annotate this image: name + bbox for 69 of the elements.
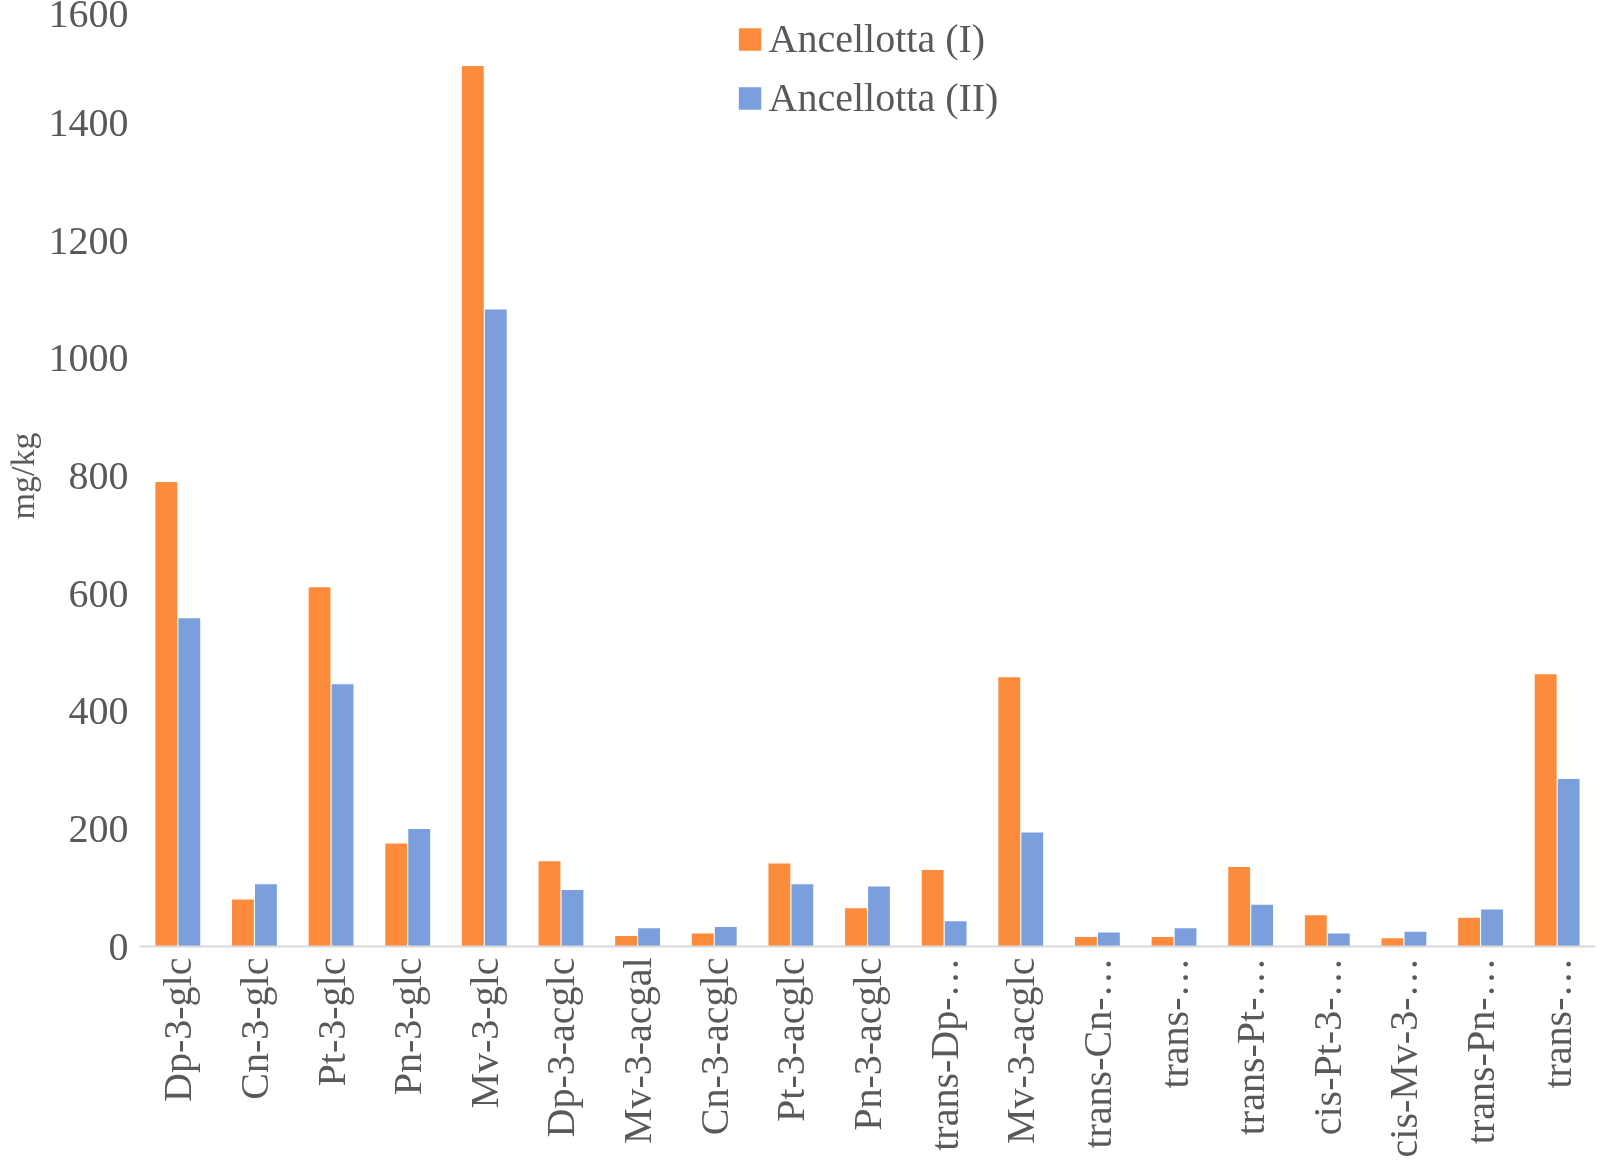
bar xyxy=(385,843,408,947)
x-tick-label: Pt-3-acglc xyxy=(768,957,814,1122)
x-tick-label: trans-Pt-… xyxy=(1228,957,1274,1136)
y-axis-title: mg/kg xyxy=(3,432,41,520)
x-tick-label: cis-Pt-3-… xyxy=(1304,957,1350,1136)
x-tick-label: trans-Cn-… xyxy=(1074,957,1120,1149)
x-tick-label: trans-Pn-… xyxy=(1458,957,1504,1145)
bar xyxy=(484,309,507,947)
bar xyxy=(308,587,331,947)
bar xyxy=(1151,937,1174,947)
bar xyxy=(615,935,638,947)
bar xyxy=(331,684,354,947)
bar xyxy=(921,870,944,947)
y-tick-label: 600 xyxy=(68,570,129,616)
bar xyxy=(561,890,584,947)
y-tick-label: 200 xyxy=(68,805,129,851)
bar xyxy=(538,861,561,947)
bar xyxy=(638,928,661,947)
x-tick-label: Dp-3-glc xyxy=(155,957,201,1102)
bar xyxy=(791,884,814,947)
bar xyxy=(1174,928,1197,947)
bar xyxy=(714,927,737,947)
bar xyxy=(232,899,254,947)
bar xyxy=(461,66,484,947)
bar xyxy=(868,886,890,947)
bar xyxy=(1381,938,1404,947)
x-tick-label: Mv-3-glc xyxy=(461,957,507,1109)
x-tick-label: Pt-3-glc xyxy=(308,957,354,1087)
x-tick-label: trans-… xyxy=(1534,957,1580,1089)
bar xyxy=(691,933,714,947)
legend-label: Ancellotta (II) xyxy=(768,74,999,121)
y-tick-label: 400 xyxy=(68,688,129,734)
bar xyxy=(178,618,201,947)
x-tick-label: Cn-3-acglc xyxy=(691,957,737,1136)
bar xyxy=(1534,674,1557,947)
x-tick-label: trans-Dp-… xyxy=(921,957,967,1151)
bar xyxy=(1304,915,1327,947)
y-tick-label: 1600 xyxy=(48,0,129,36)
y-tick-label: 1200 xyxy=(48,217,129,263)
y-tick-label: 1400 xyxy=(48,100,129,146)
x-tick-label: Cn-3-glc xyxy=(231,957,277,1100)
y-tick-label: 0 xyxy=(108,923,129,969)
x-tick-label: Mv-3-acgal xyxy=(615,957,661,1145)
bar xyxy=(1481,909,1503,947)
bar xyxy=(845,908,867,947)
bar xyxy=(1097,932,1120,947)
bar xyxy=(1458,917,1480,947)
bar xyxy=(1404,931,1427,947)
x-tick-label: cis-Mv-3-… xyxy=(1381,957,1427,1158)
bar xyxy=(768,863,791,947)
bar xyxy=(1021,832,1044,947)
bar xyxy=(1557,778,1580,947)
bar xyxy=(998,677,1021,947)
bar xyxy=(1074,937,1097,947)
bar xyxy=(155,481,178,947)
y-tick-label: 1000 xyxy=(48,335,129,381)
bar xyxy=(944,921,967,947)
x-tick-label: Pn-3-glc xyxy=(385,957,431,1096)
legend-label: Ancellotta (I) xyxy=(768,15,986,62)
x-tick-label: Pn-3-acglc xyxy=(845,957,890,1131)
bar xyxy=(1327,933,1350,947)
bar xyxy=(1228,867,1251,947)
bar xyxy=(408,828,431,947)
x-tick-label: Dp-3-acglc xyxy=(538,957,584,1138)
y-tick-label: 800 xyxy=(68,453,129,498)
x-tick-label: Mv-3-acglc xyxy=(998,957,1044,1145)
bar xyxy=(255,884,277,947)
bar xyxy=(1251,904,1274,947)
x-tick-label: trans-… xyxy=(1151,957,1197,1089)
